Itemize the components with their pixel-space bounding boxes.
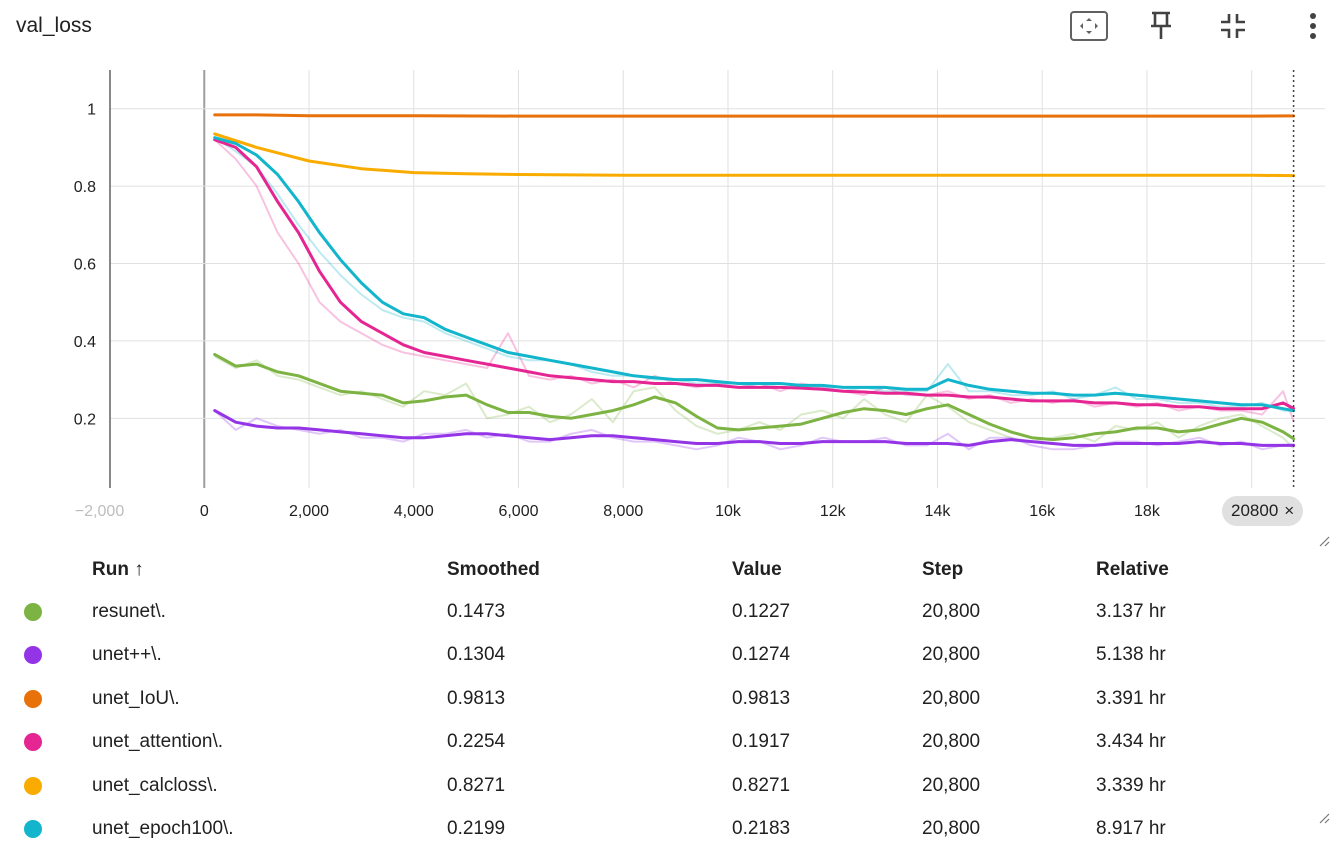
table-header-row: Run ↑ Smoothed Value Step Relative: [0, 550, 1296, 590]
run-name: unet_attention\.: [92, 731, 223, 753]
pin-button[interactable]: [1139, 6, 1183, 46]
run-name: resunet\.: [92, 600, 166, 622]
y-tick-label: 0.4: [74, 334, 96, 351]
hover-step-chip: 20800 ×: [1222, 496, 1304, 526]
run-relative: 3.137 hr: [1096, 600, 1166, 622]
more-vert-icon: [1310, 13, 1316, 39]
x-tick-label: 6,000: [498, 503, 538, 520]
header-run[interactable]: Run ↑: [92, 559, 144, 580]
series-raw-line-5: [214, 136, 1294, 413]
collapse-button[interactable]: [1211, 6, 1255, 46]
run-relative: 3.391 hr: [1096, 687, 1166, 709]
run-value: 0.1917: [732, 731, 791, 753]
header-step[interactable]: Step: [922, 559, 964, 580]
run-relative: 8.917 hr: [1096, 818, 1166, 840]
run-name: unet_IoU\.: [92, 687, 180, 709]
run-smoothed: 0.8271: [447, 774, 506, 796]
run-color-cell: [0, 590, 92, 634]
run-relative: 3.339 hr: [1096, 774, 1166, 796]
table-row[interactable]: unet++\. 0.1304 0.1274 20,800 5.138 hr: [0, 634, 1296, 678]
table-row[interactable]: resunet\. 0.1473 0.1227 20,800 3.137 hr: [0, 590, 1296, 634]
runs-table: Run ↑ Smoothed Value Step Relative resun…: [0, 550, 1296, 851]
series-line-1[interactable]: [213, 409, 1296, 447]
run-color-cell: [0, 634, 92, 678]
series-line-5[interactable]: [213, 136, 1296, 413]
table-row[interactable]: unet_calcloss\. 0.8271 0.8271 20,800 3.339 h…: [0, 764, 1296, 808]
run-step: 20,800: [922, 731, 981, 753]
run-smoothed: 0.2199: [447, 818, 506, 840]
x-tick-label: 14k: [925, 503, 952, 520]
table-row[interactable]: unet_attention\. 0.2254 0.1917 20,800 3.434 …: [0, 721, 1296, 765]
series-line-4[interactable]: [213, 132, 1296, 178]
run-step: 20,800: [922, 600, 981, 622]
y-tick-label: 0.6: [74, 257, 96, 274]
x-tick-label: 10k: [715, 503, 742, 520]
y-tick-label: 1: [87, 102, 96, 119]
run-value: 0.1227: [732, 600, 791, 622]
run-step: 20,800: [922, 774, 981, 796]
run-smoothed: 0.1473: [447, 600, 506, 622]
more-button[interactable]: [1291, 6, 1335, 46]
run-color-cell: [0, 764, 92, 808]
header-value[interactable]: Value: [732, 559, 782, 580]
line-chart[interactable]: −2,000 0 2,000 4,000 6,000 8,000 10k 12k 14k 16k 1…: [0, 60, 1339, 540]
run-value: 0.1274: [732, 644, 791, 666]
run-step: 20,800: [922, 818, 981, 840]
header-smoothed[interactable]: Smoothed: [447, 559, 540, 580]
hover-close-button[interactable]: ×: [1284, 501, 1295, 520]
run-name: unet++\.: [92, 644, 162, 666]
table-row[interactable]: unet_epoch100\. 0.2199 0.2183 20,800 8.917 h…: [0, 808, 1296, 852]
hover-step-label: 20800: [1231, 501, 1279, 520]
fit-domain-icon: [1070, 11, 1108, 41]
x-tick-label: −2,000: [75, 503, 124, 520]
run-color-dot-icon: [24, 689, 42, 708]
x-tick-label: 2,000: [289, 503, 329, 520]
run-name: unet_calcloss\.: [92, 774, 218, 796]
run-smoothed: 0.9813: [447, 687, 506, 709]
collapse-icon: [1221, 14, 1245, 38]
run-color-cell: [0, 677, 92, 721]
run-color-dot-icon: [24, 776, 42, 795]
run-color-dot-icon: [24, 733, 42, 752]
table-row[interactable]: unet_IoU\. 0.9813 0.9813 20,800 3.391 hr: [0, 677, 1296, 721]
run-color-cell: [0, 721, 92, 765]
x-tick-label: 18k: [1134, 503, 1161, 520]
series-raw-line-3: [214, 138, 1295, 422]
run-value: 0.9813: [732, 687, 791, 709]
run-step: 20,800: [922, 644, 981, 666]
resize-handle-icon[interactable]: [1318, 812, 1330, 824]
run-smoothed: 0.1304: [447, 644, 506, 666]
x-tick-label: 8,000: [603, 503, 643, 520]
run-value: 0.2183: [732, 818, 791, 840]
series-line-2[interactable]: [213, 113, 1296, 118]
fit-domain-button[interactable]: [1067, 6, 1111, 46]
y-tick-label: 0.8: [74, 179, 96, 196]
x-tick-label: 4,000: [394, 503, 434, 520]
x-tick-label: 12k: [820, 503, 847, 520]
chart-title: val_loss: [16, 14, 92, 37]
run-relative: 3.434 hr: [1096, 731, 1166, 753]
run-relative: 5.138 hr: [1096, 644, 1166, 666]
series-raw-line-0: [214, 355, 1295, 450]
pin-icon: [1151, 11, 1171, 39]
run-color-dot-icon: [24, 602, 42, 621]
run-color-dot-icon: [24, 820, 42, 839]
header-color: [0, 550, 92, 590]
resize-handle-icon[interactable]: [1318, 535, 1330, 547]
x-tick-label: 0: [200, 503, 209, 520]
run-color-cell: [0, 808, 92, 852]
run-name: unet_epoch100\.: [92, 818, 234, 840]
run-value: 0.8271: [732, 774, 791, 796]
header-relative[interactable]: Relative: [1096, 559, 1169, 580]
x-tick-label: 16k: [1029, 503, 1056, 520]
run-color-dot-icon: [24, 646, 42, 665]
y-tick-label: 0.2: [74, 411, 96, 428]
run-smoothed: 0.2254: [447, 731, 506, 753]
run-step: 20,800: [922, 687, 981, 709]
series-line-3[interactable]: [213, 138, 1296, 411]
series-line-0[interactable]: [213, 353, 1296, 442]
